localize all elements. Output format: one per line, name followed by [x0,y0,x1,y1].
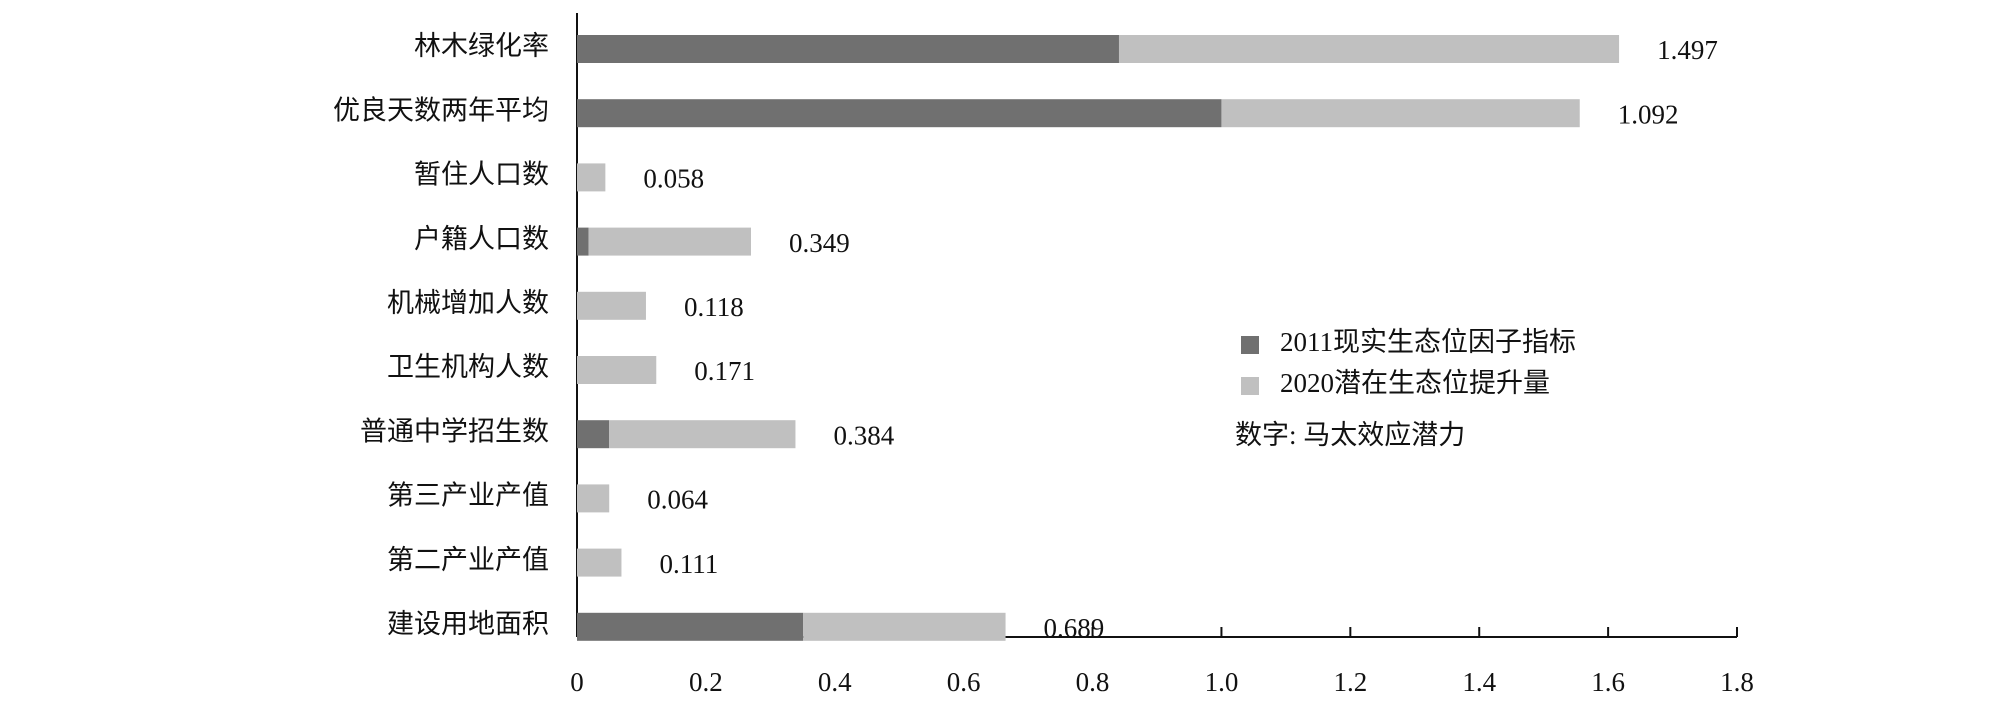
data-label: 1.092 [1618,99,1679,129]
data-label: 0.349 [789,228,850,258]
x-tick-label: 1.6 [1591,667,1625,697]
bar-segment [577,163,606,192]
y-tick-label: 优良天数两年平均 [333,95,549,125]
y-tick-label: 建设用地面积 [387,609,549,639]
x-tick-label: 1.2 [1333,667,1367,697]
data-label: 0.111 [659,549,718,579]
y-tick-label: 第二产业产值 [387,545,549,575]
bar-segment [588,227,751,256]
x-tick-label: 0.2 [689,667,723,697]
x-tick-label: 1.8 [1720,667,1754,697]
bar-segment [577,548,622,577]
y-tick-label: 户籍人口数 [414,224,549,254]
bar-segment [1221,99,1580,128]
y-tick-label: 林木绿化率 [414,31,549,61]
bar-segment [577,35,1119,63]
legend-swatch [1241,377,1259,395]
x-tick-label: 1.4 [1462,667,1496,697]
x-tick-label: 0 [570,667,584,697]
x-tick-label: 1.0 [1205,667,1239,697]
bar-segment [577,227,589,256]
y-tick-label: 暂住人口数 [414,160,549,190]
data-label: 0.118 [684,292,744,322]
data-label: 0.171 [694,356,755,386]
x-tick-label: 0.4 [818,667,852,697]
legend-swatch [1241,336,1259,354]
bar-segment [609,420,796,449]
data-label: 1.497 [1657,35,1718,65]
bar-segment [577,356,657,384]
data-label: 0.058 [643,164,704,194]
legend-note: 数字: 马太效应潜力 [1235,420,1465,450]
legend-label: 2020潜在生态位提升量 [1280,368,1550,398]
legend-label: 2011现实生态位因子指标 [1280,327,1576,357]
bar-segment [577,612,804,641]
bar-segment [803,612,1006,641]
bar-segment [577,484,610,513]
bar-segment [577,420,610,449]
bar-segment [1118,35,1620,63]
y-tick-label: 第三产业产值 [387,481,549,511]
y-tick-label: 普通中学招生数 [360,416,549,446]
y-tick-label: 机械增加人数 [387,288,549,318]
data-label: 0.384 [833,420,894,450]
x-tick-label: 0.8 [1076,667,1110,697]
bar-segment [577,291,646,320]
data-label: 0.064 [647,485,708,515]
y-tick-label: 卫生机构人数 [387,352,549,382]
x-tick-label: 0.6 [947,667,981,697]
bar-segment [577,99,1222,128]
data-label: 0.689 [1044,613,1105,643]
